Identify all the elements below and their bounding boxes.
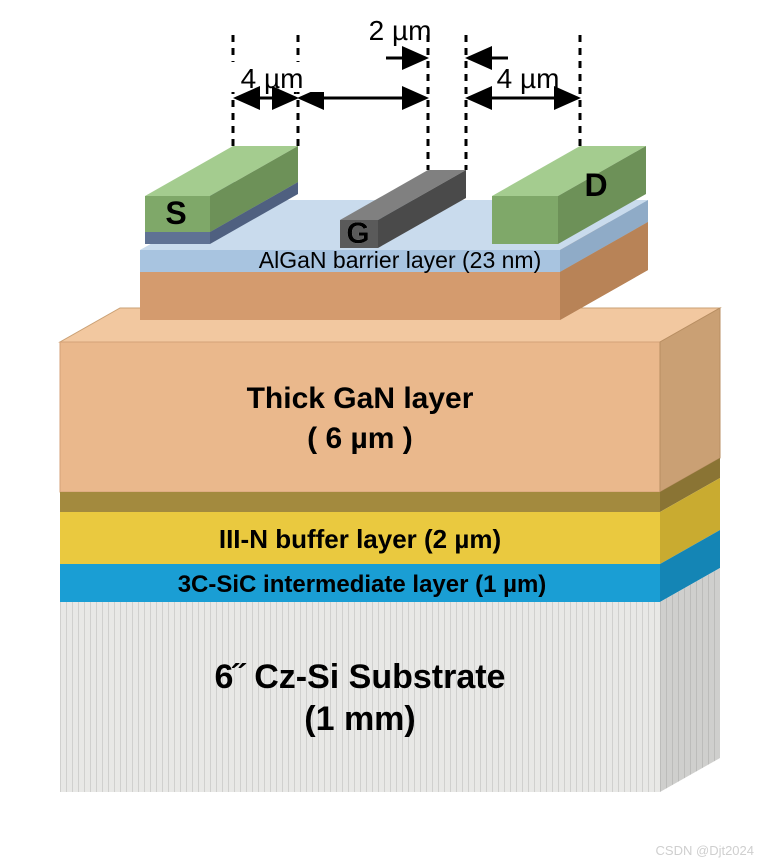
drain-front2 <box>492 196 558 244</box>
drain-label: D <box>584 167 607 203</box>
device-diagram: Thick GaN layer ( 6 µm ) III-N buffer la… <box>0 0 764 864</box>
sic-label: 3C-SiC intermediate layer (1 µm) <box>178 571 547 598</box>
buffer-label: III-N buffer layer (2 µm) <box>219 524 501 554</box>
source-pad-front <box>145 232 210 244</box>
dim-label-g: 2 µm <box>369 15 432 46</box>
substrate-front <box>60 602 660 792</box>
watermark: CSDN @Djt2024 <box>656 843 754 858</box>
gan-label-2: ( 6 µm ) <box>307 422 413 455</box>
gan-front <box>60 342 660 492</box>
dim-label-sg2: 4 µm <box>241 63 304 94</box>
substrate-label-2: (1 mm) <box>304 700 415 738</box>
source-label: S <box>165 195 186 231</box>
algan-label: AlGaN barrier layer (23 nm) <box>259 247 541 273</box>
substrate-label-1: 6˝ Cz-Si Substrate <box>215 658 506 696</box>
darkband-front <box>60 492 660 512</box>
mesa-front-gan2 <box>140 272 560 320</box>
gan-label-1: Thick GaN layer <box>247 382 474 415</box>
gate-label-shadow: G <box>346 217 369 250</box>
substrate-side <box>660 568 720 792</box>
dim-label-gd: 4 µm <box>497 63 560 94</box>
